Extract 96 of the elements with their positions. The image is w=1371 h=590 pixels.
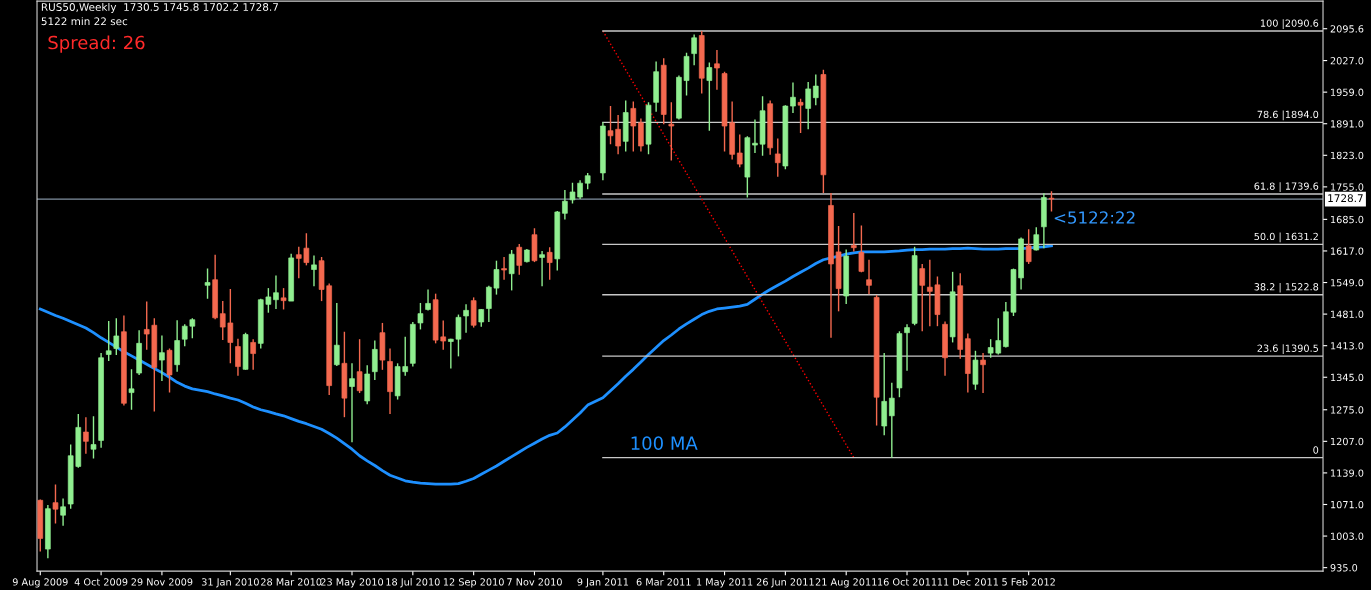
candlestick	[858, 224, 865, 274]
candlestick	[60, 497, 66, 527]
candlestick	[797, 97, 804, 134]
ref-line-label: 1728.7	[1328, 194, 1363, 203]
y-tick-label: 935.0	[1330, 564, 1358, 572]
x-tick-label: 18 Jul 2010	[386, 578, 440, 588]
y-tick-label: 2095.6	[1330, 25, 1364, 33]
candlestick	[417, 302, 424, 331]
x-tick-label: 21 Aug 2011	[815, 578, 877, 588]
candlestick	[790, 81, 796, 114]
text: 5122 min 22 sec	[41, 17, 128, 26]
candlestick	[1048, 190, 1055, 213]
x-tick-label: 28 Mar 2010	[261, 578, 322, 586]
candlestick	[1025, 228, 1032, 265]
candlestick	[812, 73, 819, 106]
y-tick-label: 1481.0	[1331, 310, 1364, 318]
candlestick	[235, 338, 241, 377]
annotation: 78.6 |1894.0	[1257, 110, 1319, 121]
candlestick	[980, 352, 986, 394]
candlestick	[714, 49, 720, 91]
y-tick-label: 1755.0	[1331, 183, 1364, 191]
candlestick	[250, 338, 256, 371]
candlestick	[736, 133, 743, 169]
annotation: 38.2 | 1522.8	[1254, 282, 1319, 293]
candlestick	[159, 334, 165, 382]
y-tick-label: 1071.0	[1331, 500, 1364, 509]
candlestick	[508, 249, 515, 292]
x-tick-label: 23 May 2010	[321, 578, 384, 588]
candlestick	[273, 274, 279, 310]
x-tick-label: 9 Aug 2009	[12, 578, 68, 588]
y-tick-label: 1549.0	[1331, 279, 1364, 287]
candlestick	[866, 259, 872, 295]
candlestick	[1033, 226, 1040, 252]
candlestick	[463, 303, 469, 334]
x-tick-label: 11 Dec 2011	[937, 578, 998, 586]
candlestick	[280, 287, 287, 311]
annotation: 100 |2090.6	[1260, 19, 1319, 29]
candlestick	[83, 416, 89, 455]
candlestick	[52, 483, 59, 525]
candlestick	[356, 338, 363, 394]
candlestick	[204, 267, 211, 300]
y-tick-label: 1823.0	[1331, 151, 1364, 160]
candlestick	[691, 33, 697, 66]
candlestick	[668, 101, 675, 162]
candlestick	[546, 246, 553, 281]
candlestick	[90, 415, 97, 460]
x-tick-label: 1 May 2011	[697, 578, 753, 588]
candlestick	[562, 189, 568, 221]
candlestick	[805, 81, 811, 130]
candlestick	[638, 117, 644, 153]
x-tick-label: 26 Jun 2011	[756, 578, 814, 588]
annotation: Spread: 26	[48, 35, 145, 53]
x-tick-label: 31 Jan 2010	[201, 578, 259, 588]
candlestick	[774, 137, 781, 178]
candlestick	[113, 317, 120, 356]
y-tick-label: 2027.0	[1330, 57, 1364, 65]
candlestick	[516, 243, 523, 276]
candlestick	[349, 362, 355, 443]
y-tick-label: 1207.0	[1331, 437, 1364, 446]
x-tick-label: 5 Feb 2012	[1002, 578, 1055, 586]
x-tick-label: 12 Sep 2010	[443, 578, 504, 588]
annotation: <5122:22	[1054, 211, 1135, 224]
candlestick	[706, 61, 713, 132]
x-tick-label: 4 Oct 2009	[74, 578, 128, 586]
chart-title: RUS50,Weekly 1730.5 1745.8 1702.2 1728.7	[41, 2, 278, 13]
x-tick-label: 29 Nov 2009	[131, 578, 193, 586]
annotation: 0	[1313, 446, 1319, 454]
candlestick	[889, 382, 895, 459]
y-tick-label: 1617.0	[1331, 247, 1364, 255]
candlestick	[539, 250, 545, 287]
candlestick	[311, 254, 317, 287]
candlestick	[501, 256, 507, 281]
candlestick	[630, 100, 637, 153]
candlestick	[128, 368, 135, 411]
annotation: 23.6 |1390.5	[1257, 344, 1318, 355]
candlestick	[372, 339, 378, 381]
candlestick	[105, 320, 112, 362]
annotation: 50.0 | 1631.2	[1254, 232, 1318, 243]
y-tick-label: 1891.0	[1331, 120, 1364, 128]
x-tick-label: 9 Jan 2011	[577, 578, 629, 588]
y-tick-label: 1275.0	[1331, 406, 1364, 414]
text: 100 MA	[631, 436, 698, 450]
x-tick-label: 16 Oct 2011	[878, 578, 937, 586]
annotation: 61.8 | 1739.6	[1254, 182, 1319, 192]
y-tick-label: 1413.0	[1331, 342, 1364, 350]
candlestick	[904, 323, 910, 372]
candlestick	[919, 263, 926, 332]
y-tick-label: 1685.0	[1331, 215, 1364, 224]
y-tick-label: 1345.0	[1331, 373, 1364, 382]
y-tick-label: 1139.0	[1331, 469, 1364, 477]
y-tick-label: 1959.0	[1331, 88, 1364, 96]
x-tick-label: 7 Nov 2010	[507, 578, 562, 586]
candlestick	[334, 302, 340, 367]
candlestick	[851, 212, 857, 253]
x-tick-label: 6 Mar 2011	[636, 578, 691, 586]
y-tick-label: 1003.0	[1331, 532, 1364, 540]
